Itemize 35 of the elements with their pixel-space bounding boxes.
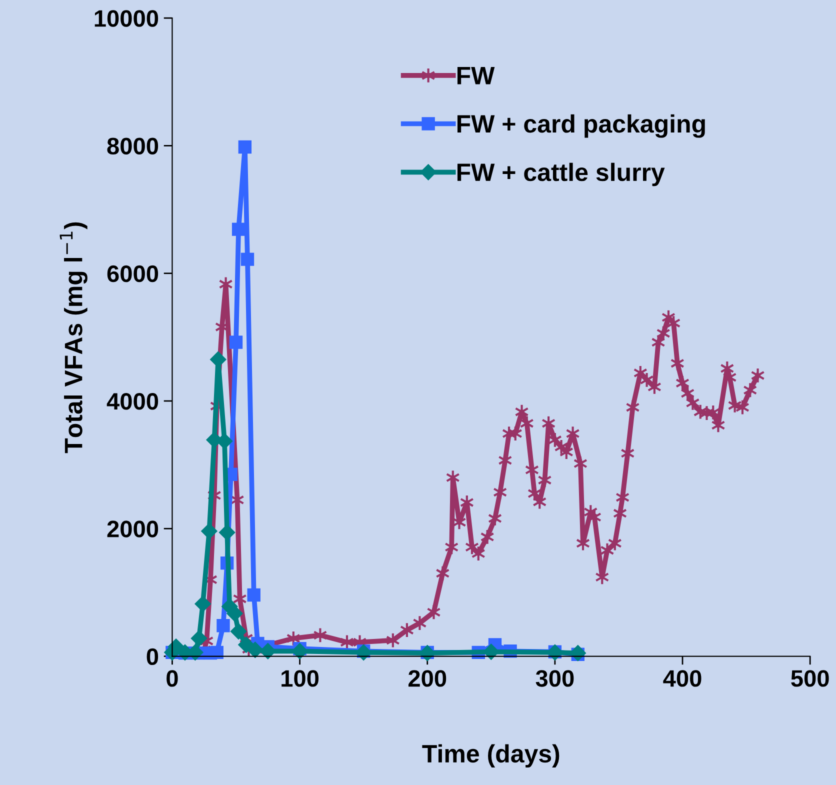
legend-label: FW + cattle slurry <box>457 162 665 186</box>
x-axis-title: Time (days) <box>422 744 560 768</box>
point <box>219 524 235 540</box>
x-tick-label: 400 <box>663 670 702 687</box>
point <box>240 252 254 266</box>
x-tick-label: 500 <box>791 670 829 687</box>
point <box>247 642 264 658</box>
point <box>229 336 243 349</box>
y-tick-label: 10000 <box>94 10 158 27</box>
point <box>232 222 246 236</box>
point <box>230 623 246 640</box>
point <box>194 596 211 612</box>
x-tick-label: 200 <box>408 670 446 687</box>
point <box>216 433 232 450</box>
y-axis-title: Total VFAs (mg l$^{−1}$) <box>60 222 88 454</box>
x-tick-label: 300 <box>536 670 574 687</box>
legend-label: FW + card packaging <box>457 114 705 138</box>
y-tick-label: 6000 <box>107 265 158 282</box>
point <box>483 644 500 660</box>
x-tick-label: 0 <box>166 670 178 687</box>
legend-label: FW <box>457 67 495 84</box>
y-tick-label: 0 <box>146 648 158 666</box>
y-tick-label: 2000 <box>107 520 158 538</box>
point <box>226 606 243 622</box>
y-tick-label: 8000 <box>107 138 158 154</box>
point <box>210 352 226 368</box>
point <box>247 588 260 602</box>
point <box>238 140 252 154</box>
y-tick-label: 4000 <box>106 393 158 410</box>
point <box>201 523 218 540</box>
point <box>292 643 308 660</box>
point <box>216 619 230 632</box>
point <box>260 643 276 660</box>
x-tick-label: 100 <box>282 670 319 687</box>
point <box>191 630 207 646</box>
